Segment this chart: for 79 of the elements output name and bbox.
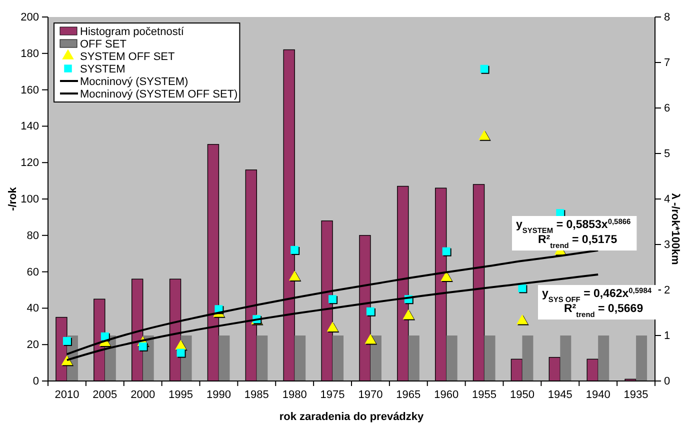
y2-tick-label: 6 — [664, 102, 670, 115]
x-tick-label: 1975 — [320, 389, 345, 401]
legend-label: SYSTEM OFF SET — [80, 51, 176, 63]
y-tick-label: 20 — [26, 339, 39, 352]
bar — [522, 336, 534, 381]
bar — [294, 336, 306, 381]
bar — [256, 336, 268, 381]
point — [366, 307, 374, 316]
point — [518, 284, 526, 292]
y-tick-label: 0 — [32, 376, 39, 388]
x-tick-label: 1950 — [510, 389, 534, 401]
y2-tick-label: 1 — [664, 330, 670, 342]
y-tick-label: 180 — [20, 48, 39, 60]
legend-label: Mocninový (SYSTEM) — [80, 76, 188, 88]
bar — [446, 336, 458, 381]
point — [290, 246, 299, 254]
y2-tick-label: 5 — [664, 148, 670, 160]
x-tick-label: 1965 — [396, 389, 421, 401]
x-tick-label: 1995 — [168, 389, 194, 401]
x-tick-label: 1980 — [282, 389, 307, 401]
bar — [636, 336, 648, 381]
y2-tick-label: 7 — [664, 57, 670, 70]
x-tick-label: 1940 — [586, 389, 610, 401]
y-tick-label: 120 — [20, 157, 39, 170]
x-tick-label: 2005 — [92, 389, 118, 401]
x-tick-label: 1970 — [358, 389, 383, 401]
bar — [332, 336, 344, 381]
x-tick-label: 1960 — [434, 389, 459, 401]
bar — [560, 336, 572, 381]
point — [176, 348, 185, 357]
point — [62, 336, 71, 345]
bar — [408, 336, 420, 381]
x-tick-label: 2000 — [130, 389, 156, 401]
bar — [218, 336, 230, 381]
x-tick-label: 1955 — [472, 389, 497, 401]
x-tick-label: 1945 — [548, 389, 572, 401]
y2-tick-label: 0 — [664, 376, 670, 388]
y-tick-label: 60 — [26, 266, 39, 278]
point — [516, 314, 528, 324]
x-tick-label: 2010 — [54, 389, 80, 401]
x-tick-label: 1990 — [206, 389, 231, 401]
y-tick-label: 160 — [20, 84, 39, 96]
annotation: y$_{SYS OFF}$ = 0,462x$^{0,5984}$ — [542, 286, 652, 304]
bar — [598, 336, 610, 381]
point — [100, 332, 109, 340]
y2-tick-label: 3 — [664, 239, 670, 252]
point — [480, 64, 488, 73]
point — [326, 322, 338, 332]
x-tick-label: 1985 — [244, 389, 269, 401]
point — [442, 247, 450, 256]
legend-label: SYSTEM — [80, 64, 126, 76]
point — [288, 270, 300, 281]
y-tick-label: 140 — [20, 120, 39, 133]
point — [402, 309, 414, 320]
y-tick-label: 80 — [26, 230, 39, 242]
y-tick-label: 100 — [20, 194, 39, 206]
y2-axis-title: λ -/rok*100km — [669, 193, 681, 265]
bar — [484, 336, 496, 381]
x-tick-label: 1935 — [624, 389, 648, 401]
point — [175, 340, 186, 350]
point — [478, 130, 490, 140]
annotation: R²$_{trend}$ = 0,5669 — [564, 303, 644, 318]
y-axis-title: -/rok — [7, 186, 19, 211]
point — [364, 334, 376, 344]
legend-label: Histogram početností — [80, 26, 185, 38]
point — [440, 271, 452, 281]
annotation: R²$_{trend}$ = 0,5175 — [538, 234, 618, 250]
y2-tick-label: 8 — [664, 12, 670, 24]
y2-tick-label: 2 — [664, 284, 670, 297]
y-tick-label: 40 — [26, 302, 39, 315]
bar — [370, 336, 382, 381]
point — [138, 342, 147, 350]
y-tick-label: 200 — [20, 12, 39, 24]
y2-tick-label: 4 — [664, 194, 670, 206]
x-axis-title: rok zaradenia do prevádzky — [279, 411, 425, 423]
annotation: y$_{SYSTEM}$ = 0,5853x$^{0,5866}$ — [516, 216, 631, 234]
point — [328, 295, 337, 304]
legend-label: Mocninový (SYSTEM OFF SET) — [80, 88, 238, 100]
legend-label: OFF SET — [80, 38, 127, 50]
